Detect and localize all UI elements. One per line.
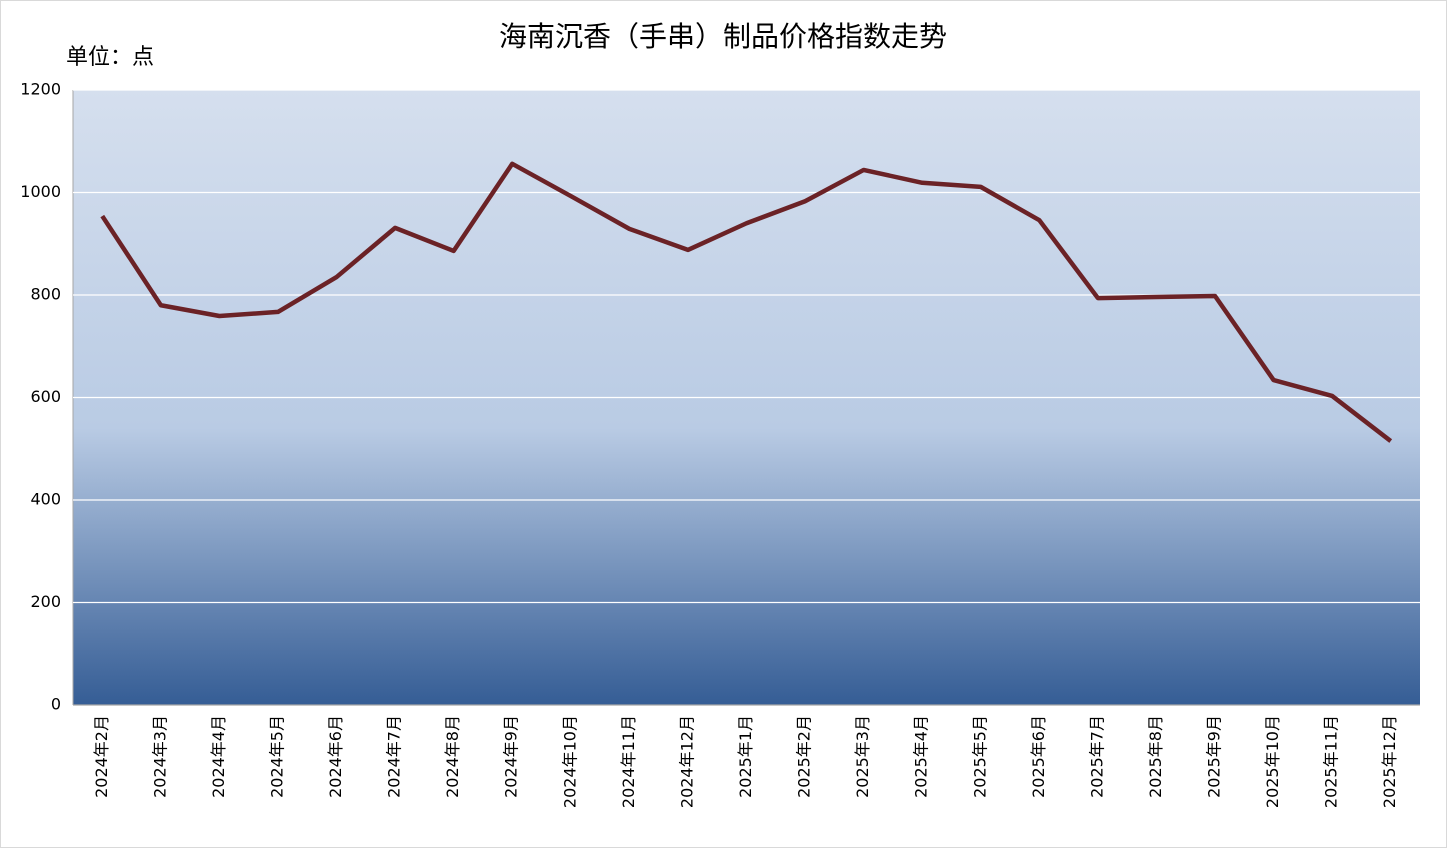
x-tick-label: 2025年5月 bbox=[970, 715, 989, 798]
x-tick-label: 2024年3月 bbox=[150, 715, 169, 798]
y-tick-label: 200 bbox=[30, 592, 61, 611]
x-tick-label: 2025年2月 bbox=[795, 715, 814, 798]
x-tick-label: 2025年10月 bbox=[1263, 715, 1282, 808]
y-tick-label: 0 bbox=[51, 695, 61, 714]
x-tick-label: 2024年11月 bbox=[619, 715, 638, 808]
unit-label: 单位：点 bbox=[66, 45, 154, 70]
x-tick-label: 2025年12月 bbox=[1380, 715, 1399, 808]
x-tick-label: 2024年5月 bbox=[267, 715, 286, 798]
y-tick-label: 1200 bbox=[20, 80, 61, 99]
x-tick-label: 2024年4月 bbox=[209, 715, 228, 798]
x-tick-label: 2025年6月 bbox=[1029, 715, 1048, 798]
chart-title: 海南沉香（手串）制品价格指数走势 bbox=[499, 20, 947, 53]
y-tick-label: 800 bbox=[30, 285, 61, 304]
y-tick-label: 400 bbox=[30, 490, 61, 509]
x-tick-label: 2025年3月 bbox=[853, 715, 872, 798]
x-tick-label: 2025年7月 bbox=[1087, 715, 1106, 798]
x-tick-label: 2024年2月 bbox=[92, 715, 111, 798]
x-tick-label: 2024年12月 bbox=[677, 715, 696, 808]
x-tick-label: 2024年9月 bbox=[502, 715, 521, 798]
x-tick-label: 2025年1月 bbox=[736, 715, 755, 798]
y-tick-label: 600 bbox=[30, 387, 61, 406]
x-tick-label: 2024年6月 bbox=[326, 715, 345, 798]
x-tick-label: 2024年7月 bbox=[385, 715, 404, 798]
x-tick-label: 2024年8月 bbox=[443, 715, 462, 798]
x-tick-label: 2024年10月 bbox=[560, 715, 579, 808]
x-tick-label: 2025年4月 bbox=[912, 715, 931, 798]
x-tick-label: 2025年8月 bbox=[1146, 715, 1165, 798]
y-tick-label: 1000 bbox=[20, 182, 61, 201]
x-tick-label: 2025年11月 bbox=[1322, 715, 1341, 808]
data-line bbox=[100, 161, 1393, 443]
x-tick-label: 2025年9月 bbox=[1205, 715, 1224, 798]
